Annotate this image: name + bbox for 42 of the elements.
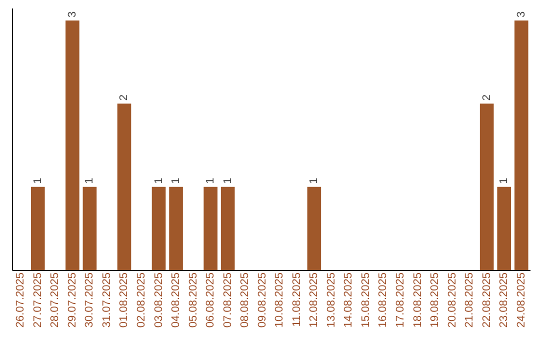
- x-tick-label: 15.08.2025: [360, 272, 372, 328]
- data-label: 3: [515, 11, 528, 18]
- x-tick-label: 30.07.2025: [84, 272, 96, 328]
- data-label: 1: [222, 178, 234, 184]
- x-tick-label: 19.08.2025: [429, 272, 442, 328]
- x-tick-label: 12.08.2025: [308, 272, 320, 328]
- data-label: 1: [308, 178, 320, 184]
- x-tick-label: 02.08.2025: [136, 272, 148, 328]
- x-tick-label: 26.07.2025: [14, 272, 27, 328]
- x-tick-label: 03.08.2025: [152, 272, 165, 328]
- data-label: 1: [204, 178, 217, 184]
- data-label: 3: [66, 11, 78, 18]
- x-tick-label: 17.08.2025: [394, 272, 406, 328]
- x-tick-label: 29.07.2025: [66, 272, 78, 328]
- data-label: 2: [118, 94, 130, 101]
- data-label: 1: [152, 178, 165, 184]
- x-tick-label: 22.08.2025: [480, 272, 493, 328]
- x-tick-label: 21.08.2025: [464, 272, 476, 328]
- x-tick-label: 20.08.2025: [446, 272, 458, 328]
- x-tick-label: 14.08.2025: [342, 272, 355, 328]
- x-tick-label: 27.07.2025: [32, 272, 44, 328]
- x-tick-label: 18.08.2025: [412, 272, 424, 328]
- data-label: 1: [170, 178, 182, 184]
- x-tick-label: 10.08.2025: [274, 272, 286, 328]
- x-tick-label: 04.08.2025: [170, 272, 182, 328]
- x-tick-label: 07.08.2025: [222, 272, 234, 328]
- x-tick-label: 28.07.2025: [49, 272, 62, 328]
- x-tick-label: 09.08.2025: [256, 272, 268, 328]
- x-tick-label: 13.08.2025: [325, 272, 338, 328]
- data-label: 1: [84, 178, 96, 184]
- x-tick-label: 24.08.2025: [515, 272, 528, 328]
- x-tick-label: 23.08.2025: [498, 272, 510, 328]
- data-label: 1: [32, 178, 44, 184]
- data-label: 1: [498, 178, 510, 184]
- x-tick-label: 05.08.2025: [187, 272, 200, 328]
- x-tick-label: 16.08.2025: [377, 272, 390, 328]
- x-tick-label: 08.08.2025: [239, 272, 252, 328]
- x-tick-label: 11.08.2025: [290, 272, 303, 327]
- data-label: 2: [480, 94, 493, 101]
- x-tick-label: 31.07.2025: [100, 272, 113, 328]
- x-tick-label: 06.08.2025: [204, 272, 217, 328]
- x-tick-label: 01.08.2025: [118, 272, 130, 328]
